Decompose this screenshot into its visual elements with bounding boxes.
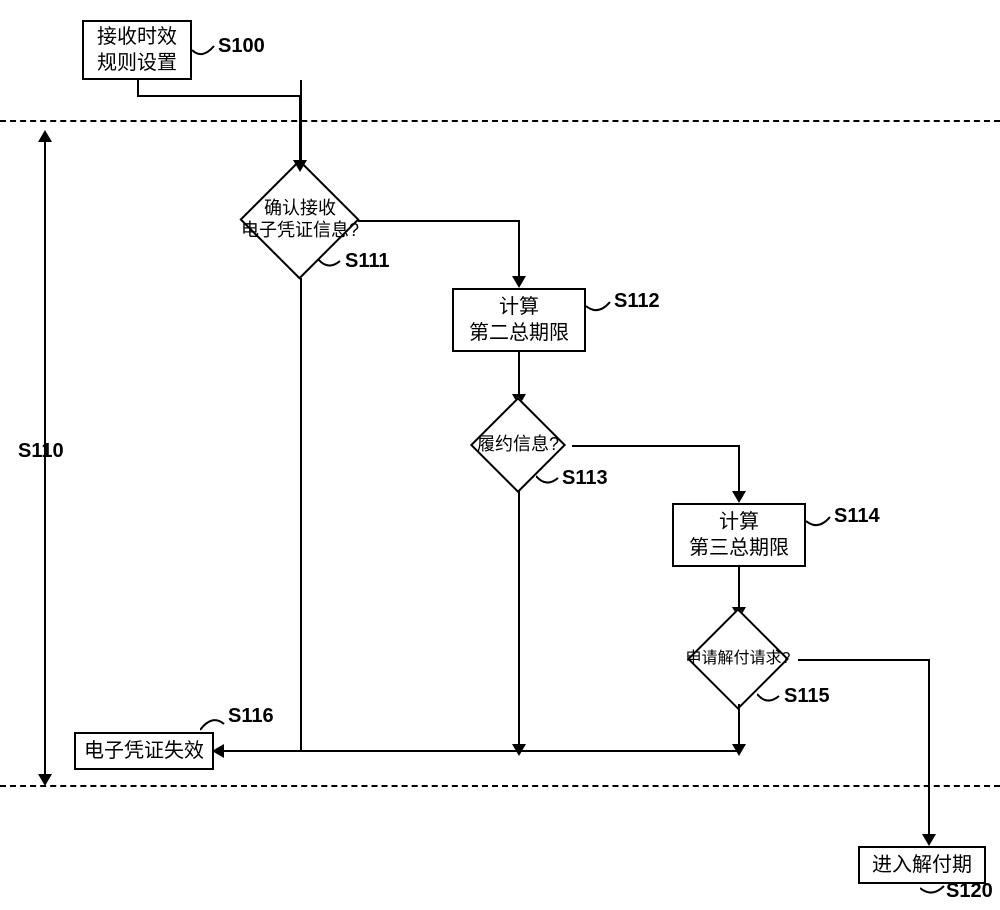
line-s111-down	[300, 278, 302, 750]
line-s111-right	[358, 220, 520, 222]
s113-label: S113	[562, 467, 608, 490]
s110-range-arrow-top	[38, 130, 52, 142]
section-divider-bottom	[0, 785, 1000, 787]
node-s100: 接收时效 规则设置	[82, 20, 192, 80]
s115-label: S115	[784, 685, 830, 708]
line-s100-v1	[299, 95, 301, 162]
node-s114-text: 计算 第三总期限	[689, 509, 789, 561]
node-s116: 电子凭证失效	[74, 732, 214, 770]
line-s114-s115	[738, 567, 740, 609]
s114-label: S114	[834, 505, 880, 528]
s114-label-connector	[806, 513, 832, 531]
node-s120-text: 进入解付期	[872, 852, 972, 878]
node-s114: 计算 第三总期限	[672, 503, 806, 567]
node-s120: 进入解付期	[858, 846, 986, 884]
node-s111: 确认接收 电子凭证信息?	[240, 160, 360, 280]
arrow-into-s112	[512, 276, 526, 288]
arrow-into-s114	[732, 491, 746, 503]
line-s115-s120-down	[928, 659, 930, 836]
node-s111-text: 确认接收 电子凭证信息?	[241, 198, 359, 241]
line-s100-down1	[137, 80, 139, 95]
s111-label: S111	[345, 250, 390, 273]
arrow-into-s120	[922, 834, 936, 846]
node-s112-text: 计算 第二总期限	[469, 294, 569, 346]
node-s113-text: 履约信息?	[477, 434, 559, 456]
s100-label: S100	[218, 35, 265, 58]
s100-label-connector	[192, 42, 217, 62]
line-s113-s114-down	[738, 445, 740, 493]
s120-label: S120	[946, 880, 993, 903]
node-s115: 申请解付请求?	[676, 612, 800, 706]
s116-label: S116	[228, 705, 274, 728]
line-s112-s113	[518, 352, 520, 396]
s116-label-connector	[200, 712, 226, 734]
line-s100-right	[137, 95, 300, 97]
node-s112: 计算 第二总期限	[452, 288, 586, 352]
line-s111-s112-down	[518, 220, 520, 278]
s120-label-connector	[920, 882, 945, 900]
arrow-into-s111	[293, 160, 307, 172]
s110-range-arrow-bottom	[38, 774, 52, 786]
section-divider-top	[0, 120, 1000, 122]
line-s113-down	[518, 490, 520, 750]
s112-label: S112	[614, 290, 660, 313]
line-merge-h	[222, 750, 740, 752]
s110-label: S110	[18, 440, 64, 463]
node-s115-text: 申请解付请求?	[686, 649, 791, 668]
node-s113: 履约信息?	[462, 400, 574, 490]
node-s116-text: 电子凭证失效	[84, 738, 204, 764]
node-s100-text: 接收时效 规则设置	[97, 24, 177, 76]
line-s115-right	[798, 659, 930, 661]
line-s113-right	[572, 445, 740, 447]
s112-label-connector	[586, 298, 612, 316]
